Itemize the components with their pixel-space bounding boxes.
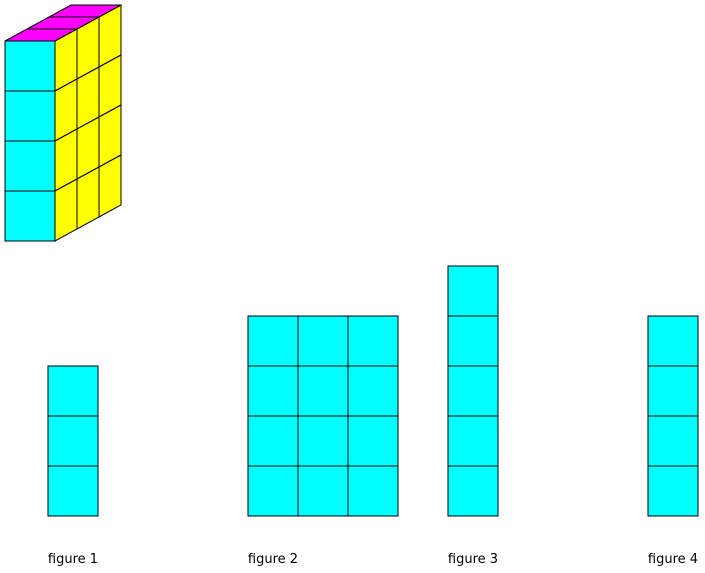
figure-2-square [347, 465, 399, 517]
figure-4-square [647, 465, 699, 517]
cube-front-face [4, 140, 56, 192]
figure-views [47, 265, 699, 517]
figure-2-label: figure 2 [248, 552, 298, 567]
figure-3-square [447, 315, 499, 367]
figure-4-label: figure 4 [648, 552, 698, 567]
cube-top-face [48, 4, 122, 18]
figure-1 [47, 365, 99, 517]
figure-1-square [47, 465, 99, 517]
figure-2-square [297, 365, 349, 417]
figure-2 [247, 315, 399, 517]
figure-3-square [447, 465, 499, 517]
figure-4-square [647, 315, 699, 367]
figure-2-square [297, 315, 349, 367]
figure-labels: figure 1 figure 2 figure 3 figure 4 [48, 552, 698, 567]
figure-3-label: figure 3 [448, 552, 498, 567]
figure-2-square [347, 365, 399, 417]
figure-2-square [347, 415, 399, 467]
cube-front-face [4, 40, 56, 92]
cube-front-face [4, 90, 56, 142]
figure-2-square [297, 415, 349, 467]
figure-1-label: figure 1 [48, 552, 98, 567]
figure-2-square [247, 365, 299, 417]
figure-4 [647, 315, 699, 517]
figure-3-square [447, 415, 499, 467]
figure-3 [447, 265, 499, 517]
cube-side-face [98, 154, 122, 218]
cube-front-face [4, 190, 56, 242]
figure-2-square [247, 415, 299, 467]
figure-2-square [247, 315, 299, 367]
figure-4-square [647, 365, 699, 417]
figure-2-square [347, 315, 399, 367]
figure-4-square [647, 415, 699, 467]
figure-1-square [47, 415, 99, 467]
figure-2-square [297, 465, 349, 517]
figure-2-square [247, 465, 299, 517]
figure-3-square [447, 265, 499, 317]
figure-3-square [447, 365, 499, 417]
figure-1-square [47, 365, 99, 417]
cube-stack-3d [4, 4, 122, 242]
